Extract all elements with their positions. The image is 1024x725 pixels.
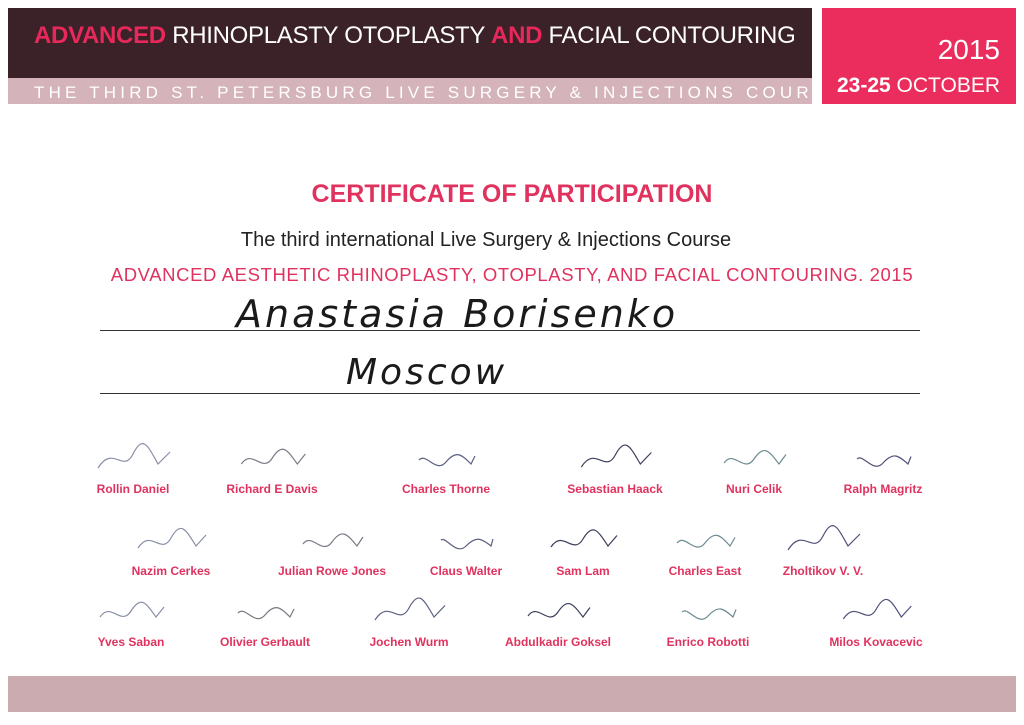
signature-icon [440,538,494,550]
signature-icon [550,529,618,548]
signatory: Abdulkadir Goksel [505,593,611,651]
header-title: ADVANCED RHINOPLASTY OTOPLASTY AND FACIA… [34,22,796,49]
signature-icon [302,533,364,548]
date-box: 2015 23-25 OCTOBER [822,8,1016,104]
signatory-name: Sebastian Haack [567,482,663,496]
signatory: Jochen Wurm [364,593,454,651]
signatory-name: Richard E Davis [226,482,318,496]
signatory-name: Ralph Magritz [843,482,923,496]
signatory-name: Jochen Wurm [369,635,449,649]
signature-icon [99,601,165,618]
signatory: Nuri Celik [709,440,799,498]
name-line [100,330,920,331]
signatory: Rollin Daniel [88,440,178,498]
signature-icon [681,608,737,620]
signature-icon [137,527,207,549]
signatory: Milos Kovacevic [829,593,923,651]
city-line [100,393,920,394]
signatory-name: Rollin Daniel [96,482,170,496]
signatory-name: Charles East [668,564,742,578]
signatory: Olivier Gerbault [220,593,310,651]
signature-icon [374,597,446,621]
signatory: Nazim Cerkes [126,522,216,580]
signatory-name: Enrico Robotti [666,635,750,649]
signatory: Sam Lam [538,522,628,580]
signatory: Zholtikov V. V. [778,522,868,580]
signature-icon [842,598,912,620]
signature-icon [787,525,861,551]
signatory-name: Nazim Cerkes [131,564,211,578]
signatory-name: Milos Kovacevic [829,635,923,649]
dates: 23-25 OCTOBER [836,74,1000,97]
signatory-name: Charles Thorne [401,482,491,496]
signatory: Enrico Robotti [663,593,753,651]
signatory-name: Zholtikov V. V. [782,564,864,578]
signature-icon [237,607,295,620]
footer-band [8,676,1016,712]
year: 2015 [937,34,1000,65]
certificate-title: CERTIFICATE OF PARTICIPATION [311,180,713,208]
signatory-name: Sam Lam [556,564,610,578]
signatory: Sebastian Haack [567,440,663,498]
signature-icon [856,455,912,467]
signature-icon [97,443,171,469]
signature-icon [676,534,736,548]
signatory: Charles East [660,522,750,580]
signatory-name: Abdulkadir Goksel [504,635,612,649]
participant-city: Moscow [346,352,508,393]
signatory: Julian Rowe Jones [278,522,386,580]
signature-icon [240,448,306,465]
signatory-name: Claus Walter [429,564,503,578]
signature-icon [418,454,476,467]
signature-icon [723,449,787,465]
signatory: Ralph Magritz [838,440,928,498]
signatory-name: Olivier Gerbault [219,635,311,649]
signatory: Richard E Davis [226,440,318,498]
signature-icon [580,444,652,468]
signature-icon [527,602,591,618]
signatory-name: Nuri Celik [725,482,782,496]
participant-name: Anastasia Borisenko [236,292,679,336]
course-name: The third international Live Surgery & I… [240,229,732,251]
signatory: Yves Saban [86,593,176,651]
signatory-name: Yves Saban [97,635,165,649]
signatory: Claus Walter [421,522,511,580]
signatory-name: Julian Rowe Jones [277,564,387,578]
program-name: ADVANCED AESTHETIC RHINOPLASTY, OTOPLAST… [110,264,914,285]
header-band [8,8,812,78]
header-subband [8,78,812,104]
header-subtitle: THE THIRD ST. PETERSBURG LIVE SURGERY & … [34,83,844,102]
signatory: Charles Thorne [401,440,491,498]
